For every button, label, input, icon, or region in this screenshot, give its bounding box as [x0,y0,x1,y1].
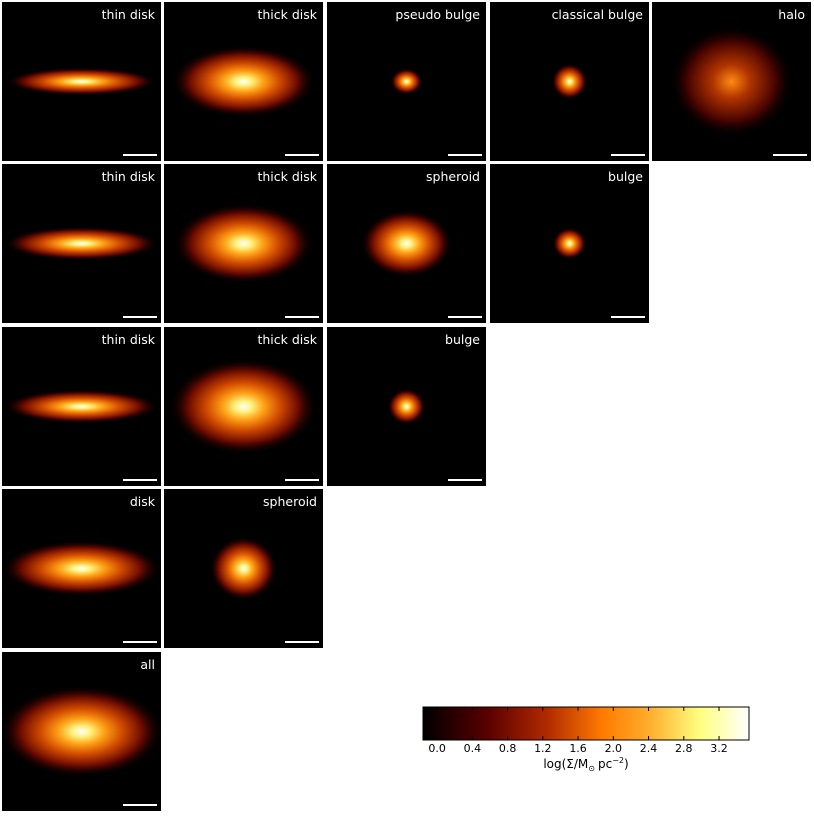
image [3,389,160,424]
galaxy [551,63,588,100]
panel-label: thin disk [102,332,156,347]
image [360,209,453,278]
image [390,68,423,95]
colorbar-label: log(Σ/M⊙ pc−2) [543,756,628,773]
panel: thick disk [164,164,323,323]
panel: thin disk [2,2,161,161]
tick-label: 0.8 [499,742,517,755]
tick-label: 0.0 [428,742,446,755]
panel: thick disk [164,327,323,486]
panel-label: spheroid [263,494,317,509]
panel: disk [2,489,161,648]
panel-label: bulge [608,169,643,184]
panel-label: halo [778,7,805,22]
panel-label: spheroid [426,169,480,184]
image [5,67,158,96]
galaxy [2,540,161,597]
image [2,540,161,597]
panel: thick disk [164,2,323,161]
tick-label: 2.0 [605,742,623,755]
panel-label: disk [130,494,156,509]
tick-label: 2.8 [675,742,693,755]
galaxy [5,67,158,96]
tick-label: 3.2 [710,742,728,755]
panel-label: thin disk [102,169,156,184]
galaxy [390,68,423,95]
panel-label: pseudo bulge [395,7,480,22]
tick-label: 1.6 [569,742,587,755]
panel: classical bulge [490,2,649,161]
panel: bulge [490,164,649,323]
galaxy [360,209,453,278]
panel: spheroid [327,164,486,323]
panel-label: thin disk [102,7,156,22]
galaxy [169,358,318,455]
panel-label: bulge [445,332,480,347]
label-part: ) [624,757,629,771]
image [2,685,161,778]
panel: pseudo bulge [327,2,486,161]
image [669,25,794,138]
galaxy [552,227,587,260]
panel: bulge [327,327,486,486]
panel: spheroid [164,489,323,648]
panel-label: all [140,657,155,672]
colorbar [422,706,750,741]
panel-label: thick disk [257,169,317,184]
panel-label: classical bulge [552,7,644,22]
label-sup: −2 [612,756,624,765]
image [209,536,278,601]
galaxy [171,45,316,118]
galaxy [3,389,160,424]
galaxy [669,25,794,138]
galaxy [387,388,426,425]
colorbar-ticks: 0.0 0.4 0.8 1.2 1.6 2.0 2.4 2.8 3.2 [428,707,728,755]
image [173,203,314,284]
label-part: pc [598,757,612,771]
tick-label: 1.2 [534,742,552,755]
panel: thin disk [2,164,161,323]
image [3,226,160,261]
label-part: log(Σ/M [543,757,588,771]
panel-label: thick disk [257,332,317,347]
image [552,227,587,260]
image [171,45,316,118]
galaxy [3,226,160,261]
panel-label: thick disk [257,7,317,22]
label-sub: ⊙ [588,764,595,773]
galaxy [2,685,161,778]
tick-label: 2.4 [640,742,658,755]
panel: halo [652,2,811,161]
image [169,358,318,455]
tick-label: 0.4 [464,742,482,755]
galaxy [173,203,314,284]
panel: thin disk [2,327,161,486]
image [387,388,426,425]
galaxy [209,536,278,601]
panel: all [2,652,161,811]
image [551,63,588,100]
